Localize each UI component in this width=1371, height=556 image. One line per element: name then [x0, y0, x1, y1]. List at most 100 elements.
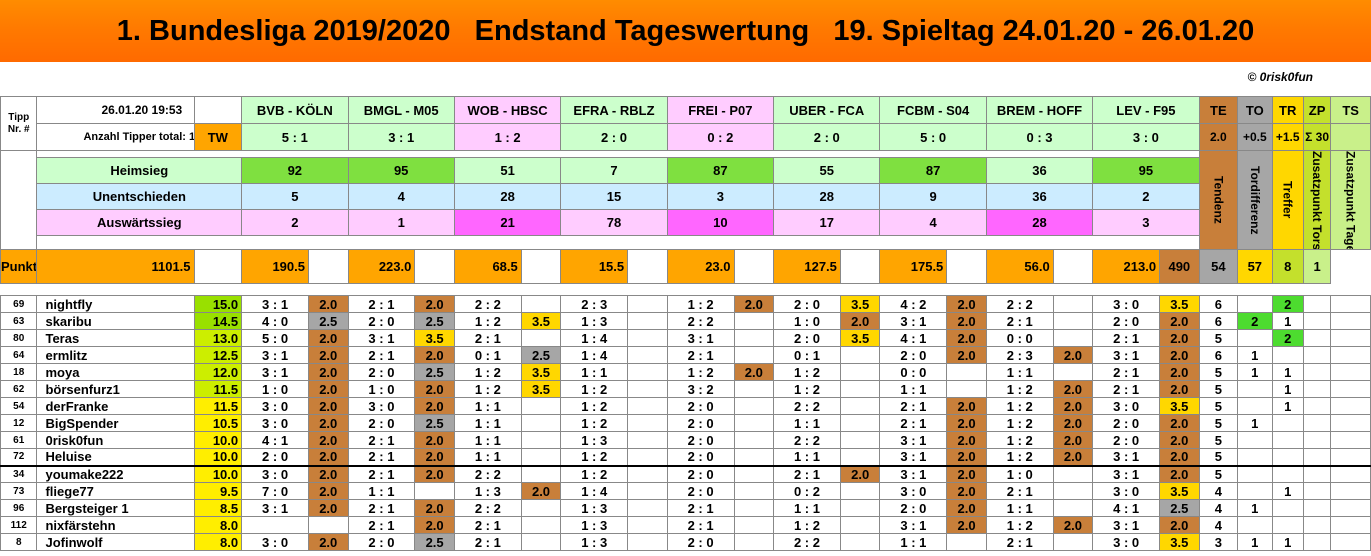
player-tip: 2 : 0 — [879, 346, 948, 364]
player-zp — [1302, 397, 1332, 415]
player-points: 2.5 — [414, 363, 455, 381]
player-ts — [1330, 414, 1371, 432]
player-tip: 4 : 0 — [241, 312, 309, 330]
player-ts — [1330, 448, 1371, 466]
player-nr: 96 — [0, 499, 38, 517]
player-tip: 3 : 1 — [879, 464, 948, 483]
col-code-te: TE — [1198, 96, 1239, 124]
left-spacer — [0, 150, 38, 250]
player-points: 2.0 — [946, 329, 987, 347]
player-tip: 3 : 1 — [1092, 516, 1161, 534]
player-name: BigSpender — [36, 414, 195, 432]
player-tip: 2 : 2 — [773, 533, 841, 551]
player-points: 2.5 — [414, 312, 455, 330]
stat-value: 4 — [879, 209, 987, 236]
player-points: 2.0 — [1159, 329, 1200, 347]
player-points: 3.5 — [839, 329, 881, 347]
player-zp — [1302, 482, 1332, 500]
player-tr — [1271, 516, 1304, 534]
player-points: 2.5 — [520, 346, 562, 364]
player-points: 2.0 — [1159, 363, 1200, 381]
player-name: Jofinwolf — [36, 533, 195, 551]
player-tip: 0 : 0 — [879, 363, 948, 381]
player-tip: 2 : 0 — [347, 414, 416, 432]
player-points — [1052, 499, 1094, 517]
player-points — [520, 499, 562, 517]
player-name: Bergsteiger 1 — [36, 499, 195, 517]
player-nr: 112 — [0, 516, 38, 534]
player-te: 6 — [1198, 295, 1239, 313]
player-tw: 9.5 — [193, 482, 243, 500]
player-tip: 4 : 1 — [1092, 499, 1161, 517]
player-points: 2.0 — [1159, 414, 1200, 432]
col-code-to: TO — [1237, 96, 1273, 124]
player-tip: 3 : 0 — [1092, 397, 1161, 415]
punkte-spacer — [414, 249, 455, 284]
player-tip: 2 : 1 — [879, 397, 948, 415]
stat-value: 28 — [453, 183, 562, 210]
player-name: Heluise — [36, 448, 195, 466]
player-tip: 2 : 0 — [1092, 414, 1161, 432]
player-points: 2.0 — [946, 499, 987, 517]
player-tip: 3 : 1 — [241, 346, 309, 364]
player-te: 5 — [1198, 380, 1239, 398]
col-val-zp: Σ 30 — [1302, 123, 1332, 151]
player-tip: 3 : 0 — [241, 464, 309, 483]
player-tip: 1 : 1 — [985, 499, 1054, 517]
player-nr: 54 — [0, 397, 38, 415]
punkte-value: 15.5 — [560, 249, 629, 284]
player-tip: 2 : 1 — [773, 464, 841, 483]
player-points — [627, 363, 668, 381]
stat-value: 10 — [666, 209, 775, 236]
player-name: nixfärstehn — [36, 516, 195, 534]
player-to — [1237, 380, 1273, 398]
player-points — [1052, 533, 1094, 551]
player-tip: 2 : 2 — [985, 295, 1054, 313]
player-nr: 61 — [0, 431, 38, 449]
player-tip: 3 : 0 — [241, 414, 309, 432]
punkte-te: 490 — [1159, 249, 1200, 284]
player-points: 2.0 — [1052, 380, 1094, 398]
table-row — [1, 236, 1371, 250]
player-points — [733, 499, 775, 517]
player-tr: 1 — [1271, 380, 1304, 398]
punkte-value: 127.5 — [773, 249, 841, 284]
player-points — [627, 448, 668, 466]
player-points: 2.0 — [1159, 346, 1200, 364]
player-ts — [1330, 346, 1371, 364]
player-points: 2.5 — [307, 312, 349, 330]
table-row: Heimsieg 92 95 51 7 87 55 87 36 95 — [1, 157, 1371, 184]
player-zp — [1302, 516, 1332, 534]
player-points — [733, 380, 775, 398]
player-name: Teras — [36, 329, 195, 347]
anzahl-tipper: Anzahl Tipper total: 100 — [36, 123, 195, 151]
player-points: 2.0 — [946, 295, 987, 313]
player-nr: 18 — [0, 363, 38, 381]
player-ts — [1330, 380, 1371, 398]
player-tip: 1 : 3 — [560, 533, 629, 551]
player-tip: 2 : 1 — [985, 312, 1054, 330]
player-te: 5 — [1198, 464, 1239, 483]
player-tip: 1 : 2 — [985, 414, 1054, 432]
player-tip: 2 : 0 — [347, 533, 416, 551]
player-points: 3.5 — [414, 329, 455, 347]
punkte-spacer — [627, 249, 668, 284]
player-tip: 2 : 0 — [879, 499, 948, 517]
stat-value: 36 — [985, 183, 1094, 210]
player-points — [520, 414, 562, 432]
player-points — [733, 482, 775, 500]
player-tip: 2 : 1 — [347, 499, 416, 517]
match-result: 0 : 2 — [666, 123, 775, 151]
copyright: © 0risk0fun — [1247, 70, 1313, 84]
stat-value: 87 — [879, 157, 987, 184]
player-nr: 69 — [0, 295, 38, 313]
player-tip: 1 : 1 — [560, 363, 629, 381]
player-tip: 2 : 0 — [666, 482, 735, 500]
player-tip: 2 : 1 — [453, 329, 522, 347]
player-tr — [1271, 448, 1304, 466]
player-points: 2.0 — [946, 397, 987, 415]
player-points — [946, 533, 987, 551]
player-tip: 3 : 1 — [1092, 346, 1161, 364]
